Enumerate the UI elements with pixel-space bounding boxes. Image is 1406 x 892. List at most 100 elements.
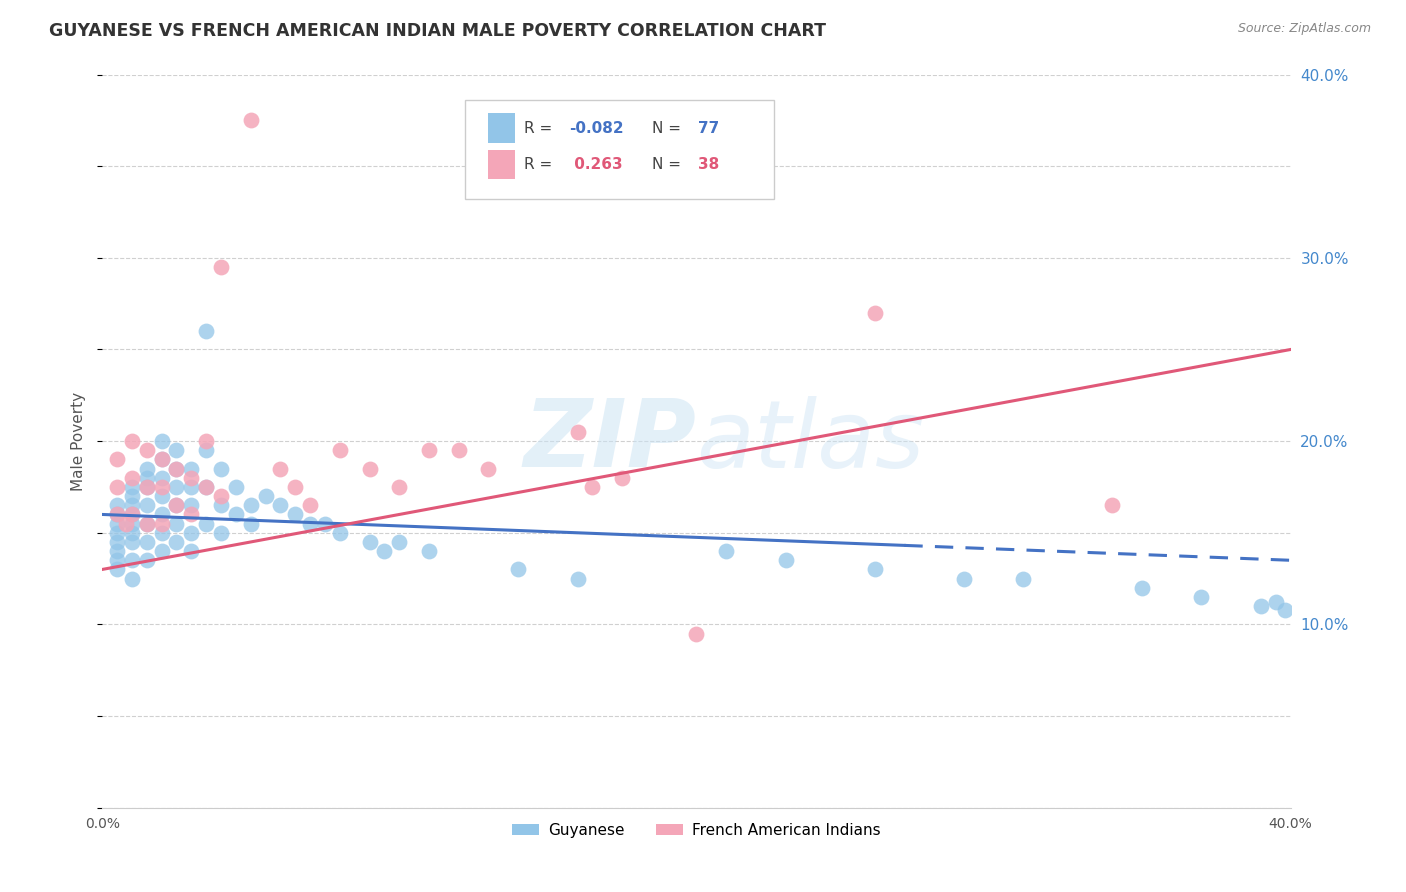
Point	[610, 471, 633, 485]
Point	[121, 508, 143, 522]
Point	[135, 516, 157, 531]
Point	[195, 516, 218, 531]
Point	[135, 535, 157, 549]
FancyBboxPatch shape	[488, 113, 515, 143]
Point	[121, 525, 143, 540]
Point	[166, 535, 188, 549]
Point	[225, 480, 247, 494]
FancyBboxPatch shape	[488, 150, 515, 179]
Text: 77: 77	[697, 120, 718, 136]
Point	[329, 443, 352, 458]
Point	[105, 452, 128, 467]
Point	[254, 489, 277, 503]
Point	[195, 480, 218, 494]
Point	[150, 434, 173, 449]
Point	[359, 535, 381, 549]
Text: N =: N =	[652, 120, 686, 136]
Point	[239, 498, 262, 512]
Point	[135, 480, 157, 494]
Point	[299, 516, 322, 531]
Point	[180, 471, 202, 485]
Point	[329, 525, 352, 540]
Point	[180, 525, 202, 540]
Point	[1274, 603, 1296, 617]
Point	[166, 516, 188, 531]
Point	[195, 434, 218, 449]
Point	[115, 516, 138, 531]
Point	[105, 508, 128, 522]
Point	[1264, 595, 1286, 609]
Point	[567, 425, 589, 439]
Point	[105, 544, 128, 558]
Point	[121, 516, 143, 531]
Text: GUYANESE VS FRENCH AMERICAN INDIAN MALE POVERTY CORRELATION CHART: GUYANESE VS FRENCH AMERICAN INDIAN MALE …	[49, 22, 827, 40]
Point	[447, 443, 470, 458]
Point	[135, 498, 157, 512]
Point	[166, 498, 188, 512]
FancyBboxPatch shape	[464, 100, 773, 199]
Point	[209, 489, 232, 503]
Point	[180, 498, 202, 512]
Point	[284, 508, 307, 522]
Point	[685, 626, 707, 640]
Text: 38: 38	[697, 157, 718, 172]
Point	[166, 480, 188, 494]
Text: 0.263: 0.263	[569, 157, 623, 172]
Point	[209, 461, 232, 475]
Point	[581, 480, 603, 494]
Point	[121, 498, 143, 512]
Text: atlas: atlas	[696, 396, 925, 487]
Point	[105, 535, 128, 549]
Point	[1012, 572, 1035, 586]
Point	[150, 489, 173, 503]
Point	[150, 508, 173, 522]
Point	[105, 516, 128, 531]
Point	[121, 535, 143, 549]
Point	[105, 480, 128, 494]
Point	[952, 572, 974, 586]
Point	[135, 443, 157, 458]
Point	[1101, 498, 1123, 512]
Point	[135, 461, 157, 475]
Legend: Guyanese, French American Indians: Guyanese, French American Indians	[506, 817, 887, 844]
Point	[373, 544, 395, 558]
Point	[105, 508, 128, 522]
Point	[508, 562, 530, 576]
Point	[150, 516, 173, 531]
Point	[477, 461, 499, 475]
Point	[150, 471, 173, 485]
Point	[135, 553, 157, 567]
Point	[150, 480, 173, 494]
Point	[863, 306, 886, 320]
Point	[1250, 599, 1272, 613]
Point	[209, 498, 232, 512]
Point	[239, 113, 262, 128]
Point	[105, 562, 128, 576]
Point	[180, 508, 202, 522]
Point	[150, 452, 173, 467]
Point	[105, 525, 128, 540]
Point	[195, 480, 218, 494]
Point	[195, 324, 218, 338]
Point	[121, 572, 143, 586]
Text: N =: N =	[652, 157, 686, 172]
Text: Source: ZipAtlas.com: Source: ZipAtlas.com	[1237, 22, 1371, 36]
Point	[314, 516, 336, 531]
Point	[195, 443, 218, 458]
Point	[166, 461, 188, 475]
Text: -0.082: -0.082	[569, 120, 624, 136]
Point	[121, 508, 143, 522]
Point	[150, 544, 173, 558]
Point	[135, 471, 157, 485]
Point	[418, 443, 440, 458]
Point	[359, 461, 381, 475]
Point	[166, 461, 188, 475]
Point	[166, 498, 188, 512]
Point	[180, 544, 202, 558]
Text: ZIP: ZIP	[523, 395, 696, 487]
Text: R =: R =	[524, 120, 557, 136]
Point	[269, 498, 291, 512]
Point	[225, 508, 247, 522]
Point	[166, 443, 188, 458]
Point	[714, 544, 737, 558]
